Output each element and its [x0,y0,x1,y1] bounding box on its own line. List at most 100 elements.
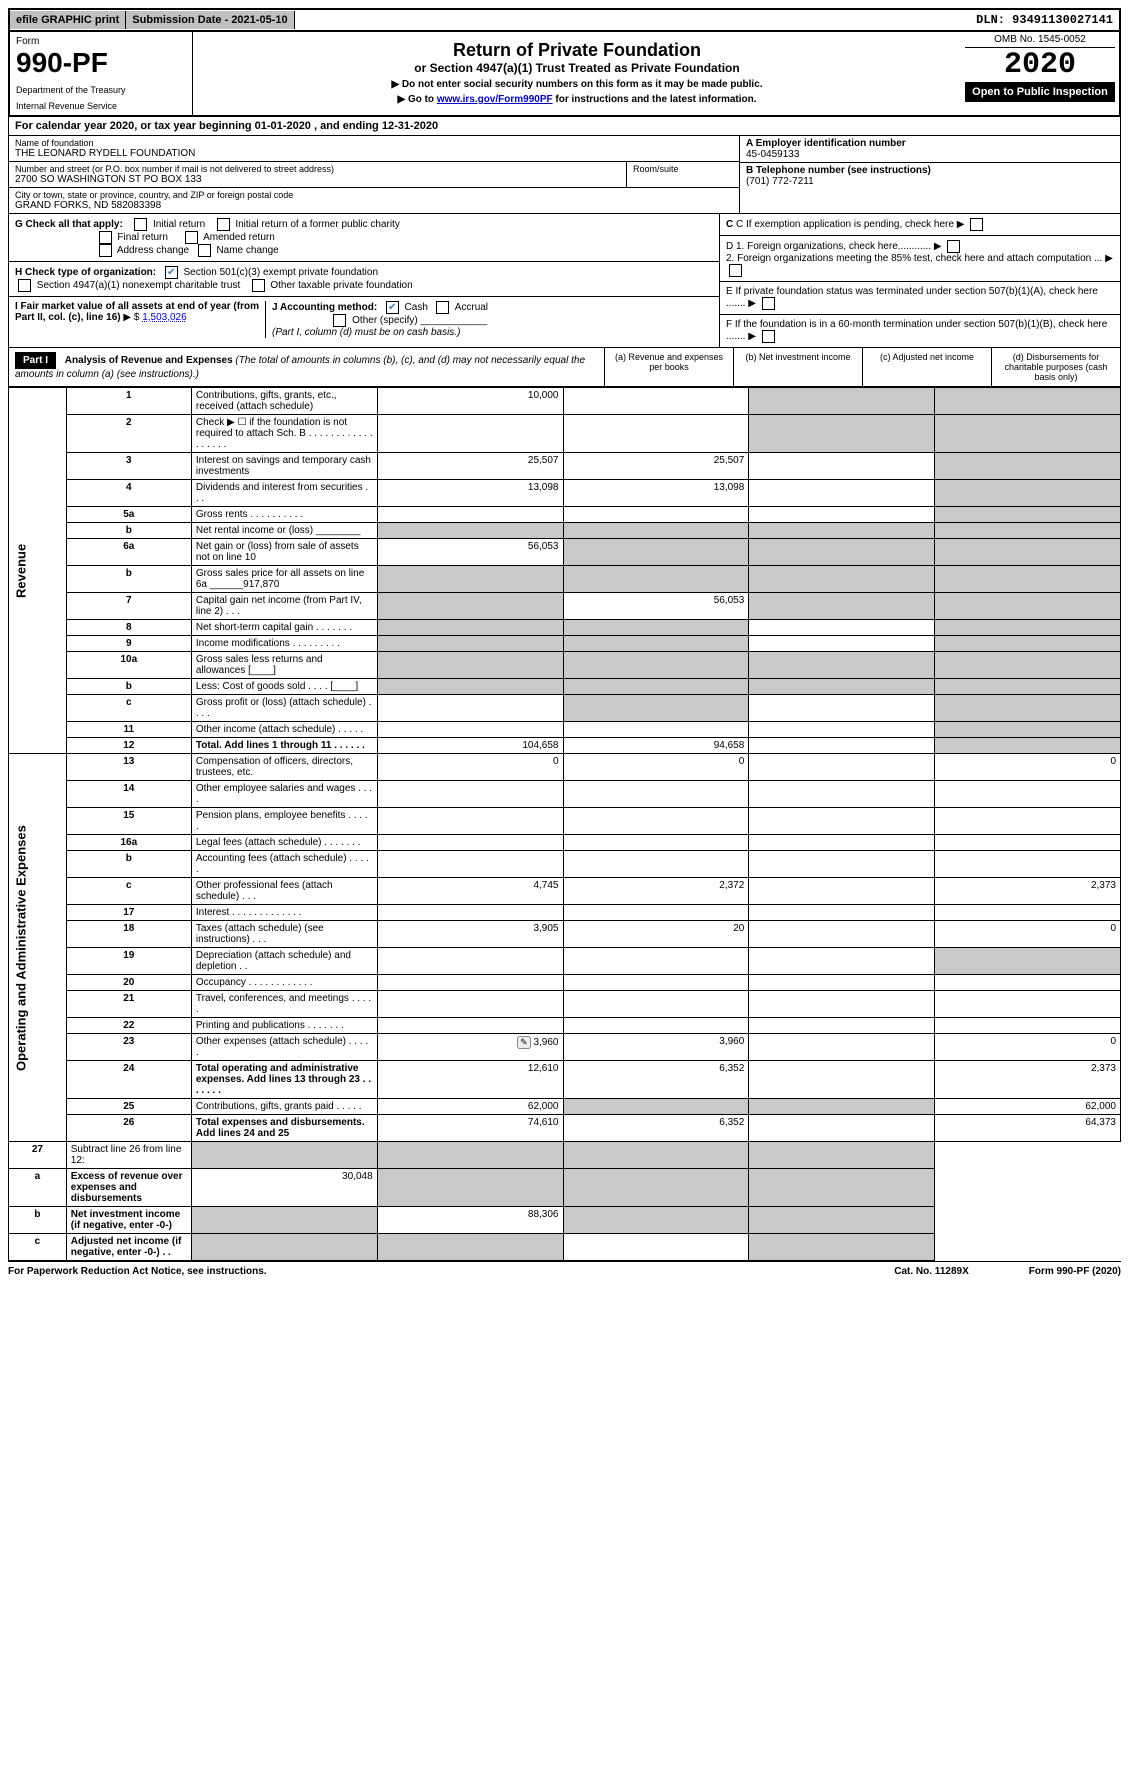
open-public-badge: Open to Public Inspection [965,82,1115,102]
line-number: 16a [66,835,191,851]
checkbox-e[interactable] [762,297,775,310]
table-cell [935,695,1121,722]
f-termination: F If the foundation is in a 60-month ter… [720,315,1120,347]
table-cell [749,415,935,453]
table-cell [377,507,563,523]
table-cell [749,620,935,636]
footer-form: Form 990-PF (2020) [1029,1266,1121,1277]
table-cell [935,975,1121,991]
checkbox-c[interactable] [970,218,983,231]
checkbox-accrual[interactable] [436,301,449,314]
checkbox-d2[interactable] [729,264,742,277]
attachment-icon[interactable]: ✎ [517,1036,531,1049]
line-number: 4 [66,480,191,507]
checkbox-f[interactable] [762,330,775,343]
line-number: 14 [66,781,191,808]
table-cell [563,1169,749,1207]
table-cell [935,808,1121,835]
table-row: 26Total expenses and disbursements. Add … [9,1115,1121,1142]
table-cell [749,921,935,948]
checkbox-initial-former[interactable] [217,218,230,231]
line-number: 25 [66,1099,191,1115]
table-row: 8Net short-term capital gain . . . . . .… [9,620,1121,636]
line-description: Accounting fees (attach schedule) . . . … [191,851,377,878]
phone-label: B Telephone number (see instructions) [746,165,1114,176]
table-cell: 25,507 [563,453,749,480]
table-cell [563,1018,749,1034]
table-cell [935,480,1121,507]
c-pending: C C If exemption application is pending,… [720,214,1120,236]
table-cell [377,523,563,539]
table-cell [377,781,563,808]
checkbox-d1[interactable] [947,240,960,253]
table-cell [935,835,1121,851]
part1-table: Revenue1Contributions, gifts, grants, et… [8,387,1121,1261]
table-cell [563,523,749,539]
table-cell [377,835,563,851]
table-cell: 94,658 [563,738,749,754]
checkbox-final-return[interactable] [99,231,112,244]
table-row: bGross sales price for all assets on lin… [9,566,1121,593]
checkbox-cash[interactable] [386,301,399,314]
table-row: 2Check ▶ ☐ if the foundation is not requ… [9,415,1121,453]
checkbox-other-taxable[interactable] [252,279,265,292]
checkbox-amended-return[interactable] [185,231,198,244]
checkbox-address-change[interactable] [99,244,112,257]
table-cell: 12,610 [377,1061,563,1099]
table-row: 4Dividends and interest from securities … [9,480,1121,507]
table-row: bNet investment income (if negative, ent… [9,1207,1121,1234]
checkbox-4947[interactable] [18,279,31,292]
line-description: Depreciation (attach schedule) and deple… [191,948,377,975]
table-cell [935,1018,1121,1034]
efile-print-button[interactable]: efile GRAPHIC print [10,11,126,29]
j-label: J Accounting method: [272,302,377,313]
table-cell [935,620,1121,636]
line-number: 22 [66,1018,191,1034]
line-description: Check ▶ ☐ if the foundation is not requi… [191,415,377,453]
line-description: Pension plans, employee benefits . . . .… [191,808,377,835]
side-label: Operating and Administrative Expenses [9,754,67,1142]
table-cell [935,415,1121,453]
line-number: 3 [66,453,191,480]
table-cell [377,1234,563,1261]
treasury-dept: Department of the Treasury [16,85,186,95]
table-cell [749,453,935,480]
table-row: 27Subtract line 26 from line 12: [9,1142,1121,1169]
line-description: Interest . . . . . . . . . . . . . [191,905,377,921]
phone-value: (701) 772-7211 [746,176,1114,187]
checkbox-initial-return[interactable] [134,218,147,231]
line-description: Excess of revenue over expenses and disb… [66,1169,191,1207]
line-description: Other employee salaries and wages . . . … [191,781,377,808]
line-number: 9 [66,636,191,652]
table-cell [563,1234,749,1261]
foundation-name-label: Name of foundation [15,138,733,148]
room-label: Room/suite [633,164,733,174]
table-cell [563,905,749,921]
line-number: 21 [66,991,191,1018]
line-description: Gross rents . . . . . . . . . . [191,507,377,523]
table-cell [377,1169,563,1207]
line-number: 18 [66,921,191,948]
ein-value: 45-0459133 [746,149,1114,160]
table-cell: 88,306 [377,1207,563,1234]
irs-link[interactable]: www.irs.gov/Form990PF [437,94,553,105]
table-row: 5aGross rents . . . . . . . . . . [9,507,1121,523]
table-row: 7Capital gain net income (from Part IV, … [9,593,1121,620]
table-cell [191,1234,377,1261]
table-cell [749,566,935,593]
table-cell [377,679,563,695]
table-cell [377,975,563,991]
checkbox-other-method[interactable] [333,314,346,327]
table-row: Operating and Administrative Expenses13C… [9,754,1121,781]
table-row: 19Depreciation (attach schedule) and dep… [9,948,1121,975]
line-description: Legal fees (attach schedule) . . . . . .… [191,835,377,851]
fmv-value[interactable]: 1,503,026 [142,312,187,323]
table-cell [563,388,749,415]
line-number: 7 [66,593,191,620]
line-number: b [66,679,191,695]
checkbox-name-change[interactable] [198,244,211,257]
line-description: Adjusted net income (if negative, enter … [66,1234,191,1261]
line-description: Other professional fees (attach schedule… [191,878,377,905]
table-cell: 0 [935,754,1121,781]
checkbox-501c3[interactable] [165,266,178,279]
